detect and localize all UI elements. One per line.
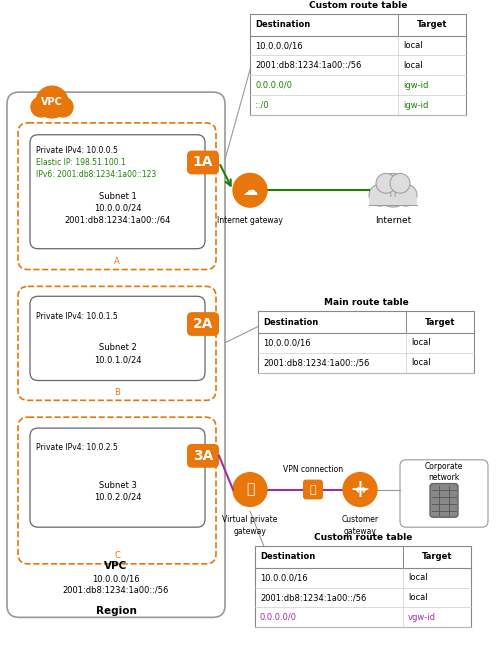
Text: +: + <box>350 478 371 501</box>
Text: C: C <box>114 551 120 560</box>
Text: ::/0: ::/0 <box>255 101 268 110</box>
Text: 10.0.1.0/24: 10.0.1.0/24 <box>94 355 141 364</box>
FancyBboxPatch shape <box>400 460 488 527</box>
Circle shape <box>53 97 73 117</box>
Text: 10.0.0.0/24: 10.0.0.0/24 <box>94 204 141 213</box>
Text: 🔒: 🔒 <box>310 484 316 495</box>
Text: Private IPv4: 10.0.1.5: Private IPv4: 10.0.1.5 <box>36 311 118 321</box>
Text: Corporate
network: Corporate network <box>425 462 463 482</box>
Text: VPC: VPC <box>105 561 127 571</box>
Text: Custom route table: Custom route table <box>309 1 407 10</box>
Text: Target: Target <box>417 20 447 30</box>
Circle shape <box>233 173 267 207</box>
Circle shape <box>233 472 267 507</box>
Text: 0.0.0.0/0: 0.0.0.0/0 <box>260 613 297 622</box>
Text: local: local <box>403 41 423 50</box>
Text: Private IPv4: 10.0.2.5: Private IPv4: 10.0.2.5 <box>36 443 118 453</box>
Text: local: local <box>411 338 431 348</box>
Circle shape <box>31 97 51 117</box>
Text: B: B <box>114 388 120 397</box>
Circle shape <box>376 173 410 207</box>
Text: Subnet 3: Subnet 3 <box>99 481 136 490</box>
FancyBboxPatch shape <box>187 150 219 174</box>
Text: 2001:db8:1234:1a00::/56: 2001:db8:1234:1a00::/56 <box>263 358 370 367</box>
Text: Target: Target <box>422 553 452 562</box>
Text: Customer
gateway: Customer gateway <box>342 515 378 536</box>
Text: ↔: ↔ <box>354 482 366 497</box>
Text: local: local <box>408 593 428 602</box>
Circle shape <box>36 86 68 118</box>
Text: Destination: Destination <box>255 20 310 30</box>
Text: 10.0.0.0/16: 10.0.0.0/16 <box>92 574 140 583</box>
Text: 10.0.0.0/16: 10.0.0.0/16 <box>260 573 308 582</box>
Text: Internet gateway: Internet gateway <box>217 216 283 225</box>
Text: VPN connection: VPN connection <box>283 465 343 474</box>
Text: 10.0.2.0/24: 10.0.2.0/24 <box>94 493 141 502</box>
Text: local: local <box>408 573 428 582</box>
Circle shape <box>376 173 396 193</box>
Text: 1A: 1A <box>193 156 213 170</box>
Text: 10.0.0.0/16: 10.0.0.0/16 <box>263 338 311 348</box>
Text: 2001:db8:1234:1a00::/56: 2001:db8:1234:1a00::/56 <box>255 61 362 70</box>
Text: igw-id: igw-id <box>403 101 428 110</box>
Text: Main route table: Main route table <box>324 298 408 307</box>
Text: IPv6: 2001:db8:1234:1a00::123: IPv6: 2001:db8:1234:1a00::123 <box>36 170 156 179</box>
Text: 2001:db8:1234:1a00::/64: 2001:db8:1234:1a00::/64 <box>64 215 171 225</box>
Text: Elastic IP: 198.51.100.1: Elastic IP: 198.51.100.1 <box>36 158 126 167</box>
FancyBboxPatch shape <box>187 444 219 468</box>
Text: igw-id: igw-id <box>403 81 428 90</box>
Text: 3A: 3A <box>193 449 213 463</box>
Text: Region: Region <box>96 606 136 616</box>
Text: Destination: Destination <box>263 317 318 327</box>
Bar <box>255 546 471 627</box>
Bar <box>369 197 417 205</box>
Text: Custom route table: Custom route table <box>314 533 412 542</box>
Text: 10.0.0.0/16: 10.0.0.0/16 <box>255 41 303 50</box>
Text: 2001:db8:1234:1a00::/56: 2001:db8:1234:1a00::/56 <box>260 593 367 602</box>
Circle shape <box>390 173 410 193</box>
Circle shape <box>343 472 377 507</box>
Text: Subnet 2: Subnet 2 <box>99 344 136 352</box>
Text: local: local <box>403 61 423 70</box>
Text: Private IPv4: 10.0.0.5: Private IPv4: 10.0.0.5 <box>36 146 118 155</box>
Text: A: A <box>114 257 120 266</box>
Text: Target: Target <box>425 317 455 327</box>
Bar <box>258 311 474 373</box>
Circle shape <box>395 185 417 206</box>
FancyBboxPatch shape <box>187 312 219 336</box>
Text: 2001:db8:1234:1a00::/56: 2001:db8:1234:1a00::/56 <box>63 585 169 594</box>
Text: local: local <box>411 358 431 367</box>
Text: 0.0.0.0/0: 0.0.0.0/0 <box>255 81 292 90</box>
Text: vgw-id: vgw-id <box>408 613 436 622</box>
Text: ☁: ☁ <box>243 183 257 198</box>
Text: Destination: Destination <box>260 553 315 562</box>
Circle shape <box>369 185 391 206</box>
FancyBboxPatch shape <box>303 480 323 499</box>
Text: 🔒: 🔒 <box>246 482 254 497</box>
Text: Internet: Internet <box>375 216 411 225</box>
Text: Virtual private
gateway: Virtual private gateway <box>222 515 278 536</box>
Text: VPC: VPC <box>41 97 63 107</box>
Text: 2A: 2A <box>193 317 213 331</box>
FancyBboxPatch shape <box>430 484 458 517</box>
Bar <box>250 14 466 115</box>
Text: Subnet 1: Subnet 1 <box>99 192 136 200</box>
